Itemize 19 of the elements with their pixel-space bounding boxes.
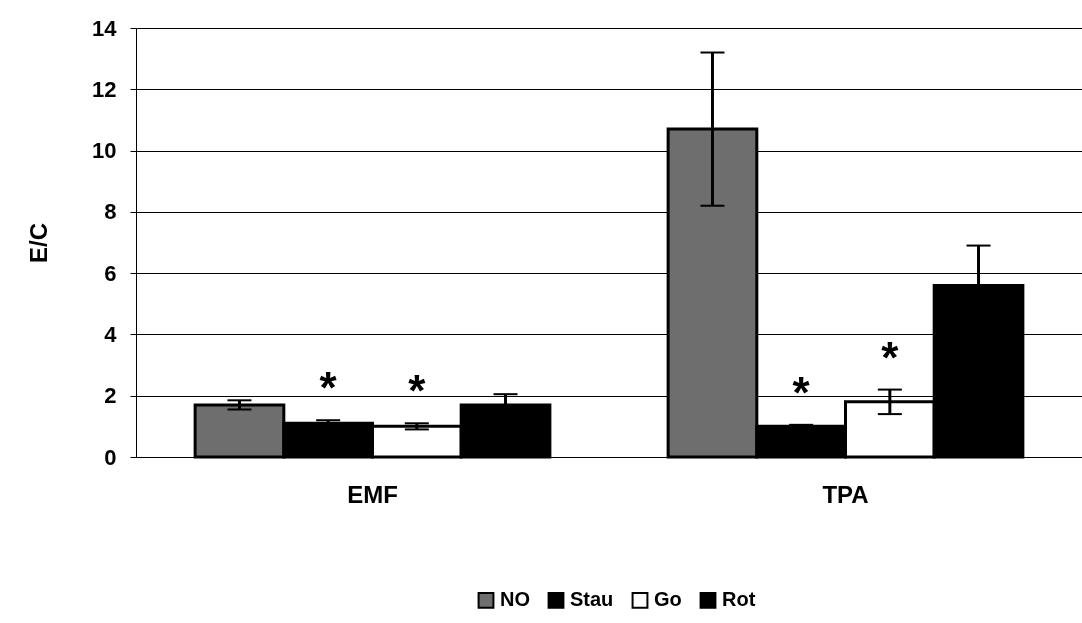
y-tick-label: 10 xyxy=(92,138,117,164)
y-tick-label: 6 xyxy=(104,260,117,286)
legend-label: Go xyxy=(654,588,682,611)
data-label: * xyxy=(319,363,338,413)
x-tick-label: TPA xyxy=(822,480,869,508)
y-tick-label: 12 xyxy=(92,76,117,102)
y-tick-label: 4 xyxy=(104,321,118,347)
y-tick-label: 14 xyxy=(92,15,118,41)
y-tick-label: 2 xyxy=(104,383,117,409)
data-label: * xyxy=(881,332,900,382)
data-label: * xyxy=(408,366,427,416)
legend-label: Rot xyxy=(722,588,756,611)
y-tick-label: 8 xyxy=(104,199,117,225)
data-label: * xyxy=(792,367,811,417)
y-axis-title: E/C xyxy=(25,222,53,264)
legend-label: NO xyxy=(500,588,530,611)
legend-label: Stau xyxy=(570,588,614,611)
x-tick-label: EMF xyxy=(347,480,398,508)
y-tick-label: 0 xyxy=(104,444,117,470)
